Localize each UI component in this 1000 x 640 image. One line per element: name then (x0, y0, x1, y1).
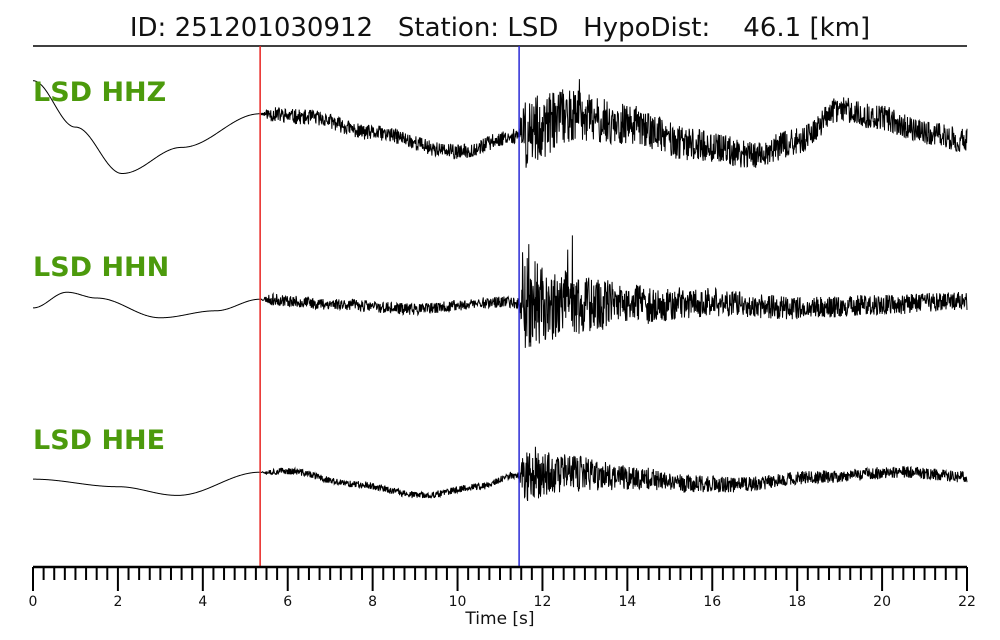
trace-label: LSD HHE (33, 425, 165, 456)
trace-waveform (32, 79, 968, 174)
tick-label: 22 (958, 594, 976, 610)
chart-title: ID: 251201030912 Station: LSD HypoDist: … (130, 13, 870, 43)
tick-label: 14 (618, 594, 636, 610)
tick-label: 10 (449, 594, 467, 610)
trace-waveform (33, 446, 968, 502)
tick-label: 2 (113, 594, 122, 610)
trace-label: LSD HHZ (33, 77, 166, 108)
trace-waveform (32, 235, 968, 348)
tick-label: 0 (29, 594, 38, 610)
x-axis-label: Time [s] (464, 609, 534, 629)
tick-label: 20 (873, 594, 891, 610)
phase-picks (259, 46, 520, 567)
tick-label: 18 (788, 594, 806, 610)
traces-group: LSD HHZ LSD HHN LSD HHE (32, 77, 968, 502)
tick-label: 16 (703, 594, 721, 610)
trace-label: LSD HHN (33, 252, 169, 283)
time-axis: 0 2 4 6 8 10 12 14 16 18 20 22 (29, 565, 976, 610)
tick-label: 12 (534, 594, 552, 610)
tick-label: 8 (368, 594, 377, 610)
tick-label: 4 (198, 594, 207, 610)
tick-label: 6 (283, 594, 292, 610)
